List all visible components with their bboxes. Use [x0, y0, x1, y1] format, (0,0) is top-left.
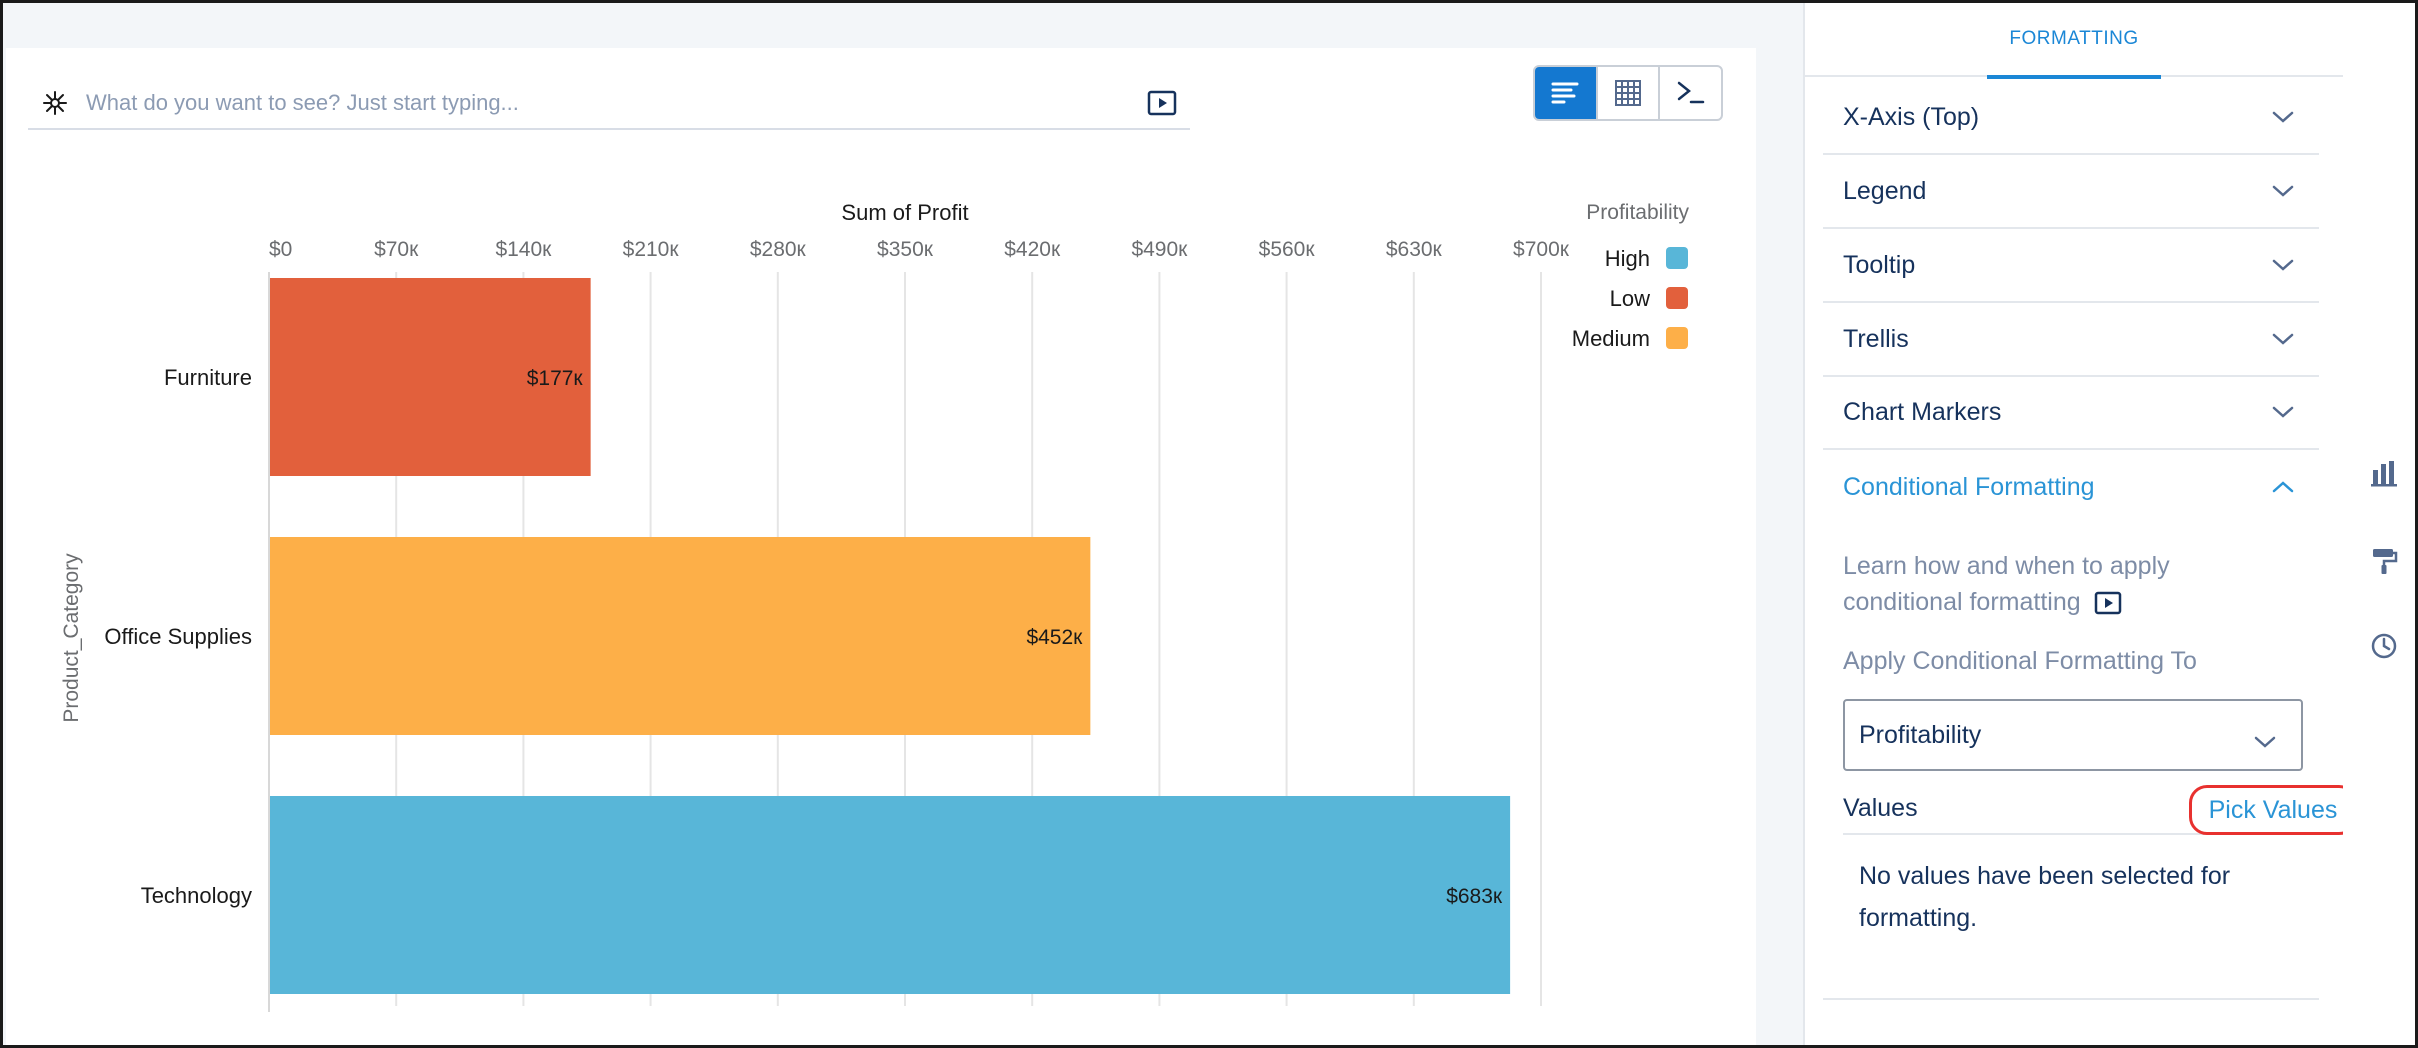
- chevron-down-icon: [2254, 736, 2276, 748]
- help-link[interactable]: Learn how and when to apply conditional …: [1843, 552, 2170, 616]
- apply-to-select[interactable]: Profitability: [1843, 699, 2303, 771]
- bar[interactable]: [269, 537, 1091, 735]
- tick-label: $630к: [1386, 238, 1443, 261]
- chevron-down-icon: [2272, 111, 2294, 123]
- play-icon[interactable]: [1146, 89, 1178, 117]
- values-row: Values Pick Values: [1843, 785, 2357, 835]
- chart-canvas: $177к Furniture $452к Office Supplies $683к T…: [6, 48, 1756, 1045]
- section-title: Tooltip: [1843, 250, 1916, 279]
- table-mode-button[interactable]: [1598, 67, 1661, 119]
- legend-title: Profitability: [1586, 201, 1689, 224]
- right-rail: [2343, 3, 2415, 1045]
- apply-label: Apply Conditional Formatting To: [1843, 647, 2197, 675]
- chevron-up-icon: [2272, 481, 2294, 493]
- category-label: Technology: [141, 883, 252, 908]
- section-tooltip[interactable]: Tooltip: [1823, 229, 2319, 303]
- tab-formatting[interactable]: FORMATTING: [1987, 3, 2161, 79]
- data-label: $177к: [527, 367, 584, 390]
- bar-chart-icon: [1551, 82, 1579, 104]
- chevron-down-icon: [2272, 333, 2294, 345]
- view-toggle: [1533, 65, 1723, 121]
- data-label: $683к: [1446, 885, 1503, 908]
- formatting-panel: FORMATTING X-Axis (Top) Legend Tooltip T…: [1803, 3, 2357, 1045]
- section-conditional-formatting[interactable]: Conditional Formatting: [1823, 450, 2319, 524]
- legend-swatch[interactable]: [1666, 247, 1688, 269]
- pick-values-button[interactable]: Pick Values: [2189, 785, 2357, 835]
- section-title: Chart Markers: [1843, 397, 2002, 426]
- query-input[interactable]: [86, 90, 1146, 116]
- paint-roller-icon[interactable]: [2369, 546, 2399, 576]
- section-title: Legend: [1843, 176, 1927, 205]
- legend-label: Low: [1610, 286, 1650, 311]
- history-icon[interactable]: [2369, 631, 2399, 661]
- values-label: Values: [1843, 794, 1918, 822]
- bar[interactable]: [269, 796, 1511, 994]
- tick-label: $700к: [1513, 238, 1570, 261]
- tick-label: $420к: [1004, 238, 1061, 261]
- tick-label: $280к: [750, 238, 807, 261]
- tick-label: $350к: [877, 238, 934, 261]
- conditional-help: Learn how and when to apply conditional …: [1843, 548, 2273, 620]
- video-icon[interactable]: [2094, 591, 2122, 615]
- y-axis-title: Product_Category: [60, 553, 83, 723]
- section-title: X-Axis (Top): [1843, 102, 1980, 131]
- tick-label: $0: [269, 238, 292, 261]
- chevron-down-icon: [2272, 185, 2294, 197]
- legend-label: High: [1605, 246, 1650, 271]
- empty-values-message: No values have been selected for formatt…: [1859, 862, 2231, 932]
- query-bar: [28, 78, 1190, 130]
- apply-to-value: Profitability: [1859, 720, 1982, 749]
- chevron-down-icon: [2272, 406, 2294, 418]
- x-axis-title: Sum of Profit: [841, 200, 968, 225]
- sparkle-icon: [43, 91, 67, 115]
- legend-label: Medium: [1572, 326, 1650, 351]
- tick-label: $70к: [374, 238, 419, 261]
- section-title: Conditional Formatting: [1843, 472, 2095, 501]
- category-label: Furniture: [164, 365, 252, 390]
- legend-swatch[interactable]: [1666, 287, 1688, 309]
- section-chart-markers[interactable]: Chart Markers: [1823, 376, 2319, 450]
- data-label: $452к: [1026, 626, 1083, 649]
- bar-chart: $177к Furniture $452к Office Supplies $683к T…: [60, 200, 1690, 1012]
- chevron-down-icon: [2272, 259, 2294, 271]
- section-x-axis-top[interactable]: X-Axis (Top): [1823, 81, 2319, 155]
- table-icon: [1615, 80, 1641, 106]
- tick-label: $210к: [623, 238, 680, 261]
- bar[interactable]: [269, 278, 591, 476]
- tick-label: $140к: [495, 238, 552, 261]
- tick-label: $560к: [1259, 238, 1316, 261]
- query-mode-button[interactable]: [1660, 67, 1721, 119]
- legend-swatch[interactable]: [1666, 327, 1688, 349]
- divider: [1823, 998, 2319, 1000]
- section-title: Trellis: [1843, 324, 1909, 353]
- section-trellis[interactable]: Trellis: [1823, 303, 2319, 377]
- section-legend[interactable]: Legend: [1823, 155, 2319, 229]
- tick-label: $490к: [1131, 238, 1188, 261]
- widgets-icon[interactable]: [2369, 458, 2399, 488]
- terminal-icon: [1677, 81, 1704, 104]
- chart-mode-button[interactable]: [1535, 67, 1598, 119]
- category-label: Office Supplies: [104, 624, 252, 649]
